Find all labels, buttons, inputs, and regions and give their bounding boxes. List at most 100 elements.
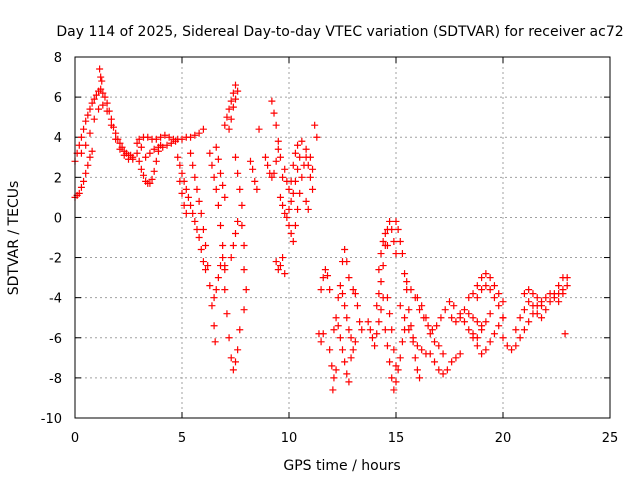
data-point: [84, 161, 92, 169]
data-point: [508, 346, 516, 354]
data-point: [214, 201, 222, 209]
data-point: [150, 167, 158, 175]
data-point: [182, 209, 190, 217]
data-point: [452, 354, 460, 362]
data-point: [343, 258, 351, 266]
data-point: [229, 242, 237, 250]
data-point: [219, 242, 227, 250]
data-point: [82, 141, 90, 149]
data-point: [398, 250, 406, 258]
y-tick-label: -6: [49, 332, 62, 347]
data-point: [373, 330, 381, 338]
data-point: [82, 117, 90, 125]
data-point: [225, 105, 233, 113]
data-point: [238, 221, 246, 229]
data-point: [364, 318, 372, 326]
data-point: [334, 294, 342, 302]
data-point: [232, 229, 239, 237]
data-point: [330, 374, 338, 382]
data-point: [343, 314, 351, 322]
data-point: [332, 314, 340, 322]
data-point: [304, 161, 312, 169]
data-point: [465, 294, 473, 302]
data-point: [392, 362, 400, 370]
data-point: [208, 302, 216, 310]
data-point: [516, 334, 524, 342]
data-point: [187, 149, 195, 157]
data-point: [99, 101, 107, 109]
data-point: [341, 302, 349, 310]
x-tick-label: 5: [178, 431, 186, 446]
data-point: [84, 111, 92, 119]
data-point: [189, 209, 197, 217]
x-tick-label: 25: [602, 431, 619, 446]
data-point: [296, 189, 304, 197]
data-point: [336, 334, 344, 342]
data-point: [281, 270, 289, 278]
data-point: [289, 161, 297, 169]
data-point: [486, 310, 494, 318]
y-axis-label: SDTVAR / TECUs: [6, 181, 22, 296]
data-point: [339, 290, 346, 298]
data-point: [482, 282, 490, 290]
data-point: [396, 354, 404, 362]
data-point: [456, 350, 464, 358]
data-point: [324, 272, 332, 280]
data-point: [386, 310, 394, 318]
data-point: [392, 250, 400, 258]
data-point: [520, 326, 528, 334]
data-point: [86, 129, 94, 137]
data-point: [386, 358, 394, 366]
data-point: [503, 342, 511, 350]
data-point: [75, 141, 83, 149]
data-point: [283, 213, 291, 221]
data-point: [163, 141, 171, 149]
data-point: [152, 157, 160, 165]
data-point: [358, 326, 366, 334]
data-point: [525, 318, 533, 326]
data-point: [210, 173, 218, 181]
data-point: [86, 153, 94, 161]
data-point: [187, 201, 195, 209]
data-point: [418, 302, 426, 310]
data-point: [317, 338, 325, 346]
data-point: [416, 374, 424, 382]
data-point: [394, 366, 402, 374]
data-point: [345, 274, 353, 282]
data-point: [191, 217, 199, 225]
data-point: [195, 197, 203, 205]
data-point: [199, 125, 207, 133]
data-point: [495, 302, 503, 310]
data-point: [520, 290, 528, 298]
data-point: [478, 326, 486, 334]
data-point: [294, 205, 302, 213]
data-point: [555, 298, 563, 306]
data-point: [319, 274, 327, 282]
chart-title: Day 114 of 2025, Sidereal Day-to-day VTE…: [56, 24, 623, 40]
data-point: [116, 145, 124, 153]
data-point: [460, 318, 468, 326]
data-point: [195, 129, 203, 137]
data-point: [383, 294, 391, 302]
data-point: [437, 314, 445, 322]
data-point: [97, 73, 105, 81]
data-point: [298, 173, 306, 181]
data-point: [246, 157, 254, 165]
data-point: [98, 77, 106, 85]
data-point: [538, 314, 546, 322]
data-point: [276, 262, 284, 270]
data-point: [482, 318, 490, 326]
data-point: [219, 181, 227, 189]
data-point: [107, 115, 115, 123]
data-point: [272, 121, 280, 129]
data-point: [92, 91, 100, 99]
data-point: [309, 165, 317, 173]
data-point: [234, 217, 242, 225]
data-point: [82, 169, 90, 177]
data-point: [448, 358, 456, 366]
data-point: [398, 338, 406, 346]
data-point: [279, 254, 287, 262]
data-point: [255, 125, 263, 133]
data-point: [341, 246, 349, 254]
